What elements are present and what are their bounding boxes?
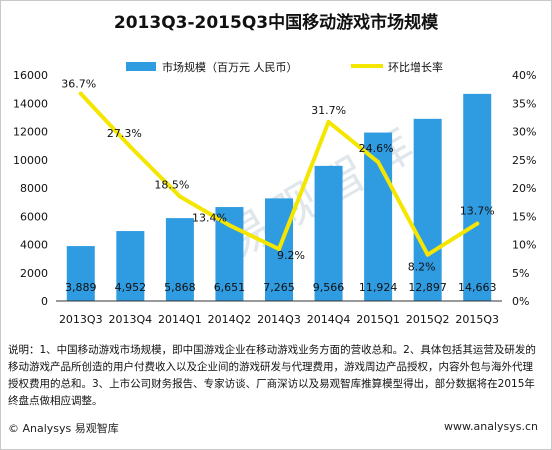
bar-value-label: 7,265: [263, 281, 295, 294]
y-right-tick-label: 35%: [512, 97, 536, 110]
y-left-tick-label: 0: [41, 295, 48, 308]
line-value-label: 24.6%: [359, 142, 394, 155]
x-tick-label: 2015Q1: [356, 313, 400, 326]
bar: [364, 132, 393, 301]
y-right-tick-label: 10%: [512, 239, 536, 252]
bar-series: [66, 93, 492, 302]
y-axis-left: 0 2000 4000 6000 8000 10000 12000 14000 16000: [13, 69, 48, 308]
bar-value-label: 5,868: [164, 281, 196, 294]
bar-value-label: 11,924: [359, 281, 398, 294]
bar-value-label: 9,566: [313, 281, 345, 294]
x-tick-label: 2013Q4: [109, 313, 153, 326]
line-point: [128, 144, 133, 149]
line-value-label: 27.3%: [107, 127, 142, 140]
line-value-label: 8.2%: [408, 261, 436, 274]
y-left-tick-label: 14000: [13, 97, 48, 110]
bar-value-label: 6,651: [214, 281, 246, 294]
y-left-tick-label: 2000: [20, 267, 48, 280]
y-axis-right: 0% 5% 10% 15% 20% 25% 30% 35% 40%: [512, 69, 536, 308]
y-right-tick-label: 20%: [512, 182, 536, 195]
legend-bar-swatch: [126, 62, 156, 71]
line-point: [227, 223, 232, 228]
line-value-label: 31.7%: [311, 104, 346, 117]
line-value-label: 13.7%: [460, 205, 495, 218]
x-tick-label: 2014Q4: [307, 313, 351, 326]
bar-value-label: 3,889: [65, 281, 97, 294]
chart-notes: 说明：1、中国移动游戏市场规模，即中国游戏企业在移动游戏业务方面的营收总和。2、…: [8, 344, 536, 407]
line-value-label: 36.7%: [61, 78, 96, 91]
bar-value-label: 14,663: [458, 281, 497, 294]
x-tick-label: 2014Q1: [158, 313, 202, 326]
line-value-label: 18.5%: [154, 178, 189, 191]
line-series: [78, 91, 480, 257]
legend: 市场规模（百万元 人民币） 环比增长率: [126, 60, 443, 74]
line-point: [277, 247, 281, 252]
x-tick-label: 2015Q3: [455, 313, 499, 326]
footer-url: www.analysys.cn: [444, 420, 538, 433]
line-point: [475, 221, 480, 226]
bar: [165, 218, 194, 301]
y-right-tick-label: 15%: [512, 210, 536, 223]
legend-bar-label: 市场规模（百万元 人民币）: [162, 60, 298, 74]
bar-value-label: 4,952: [115, 281, 147, 294]
y-right-tick-label: 40%: [512, 69, 536, 82]
y-right-tick-label: 30%: [512, 126, 536, 139]
bar: [413, 118, 442, 302]
y-right-tick-label: 0%: [512, 295, 529, 308]
chart-area: 易观智库 02000400060008000100001200014000160…: [13, 60, 536, 326]
line-value-label: 9.2%: [277, 249, 305, 262]
line-point: [177, 194, 182, 199]
y-left-tick-label: 4000: [20, 239, 48, 252]
legend-line-label: 环比增长率: [388, 60, 443, 74]
bar: [463, 93, 492, 301]
footer-brand: © Analysys 易观智库: [8, 422, 119, 435]
line-value-label: 13.4%: [192, 211, 227, 224]
y-left-tick-label: 16000: [13, 69, 48, 82]
y-left-tick-label: 12000: [13, 126, 48, 139]
bar: [116, 231, 145, 301]
chart-title: 2013Q3-2015Q3中国移动游戏市场规模: [113, 13, 439, 33]
line-point: [326, 119, 331, 124]
x-axis: 2013Q3 2013Q4 2014Q1 2014Q2 2014Q3 2014Q4 2015…: [56, 300, 502, 326]
x-tick-label: 2014Q2: [208, 313, 252, 326]
y-left-tick-label: 6000: [20, 210, 48, 223]
bar: [215, 207, 244, 301]
x-tick-label: 2014Q3: [257, 313, 301, 326]
x-tick-label: 2015Q2: [406, 313, 450, 326]
line-point: [425, 252, 430, 257]
line-point: [78, 91, 83, 96]
bar-value-labels: 3,889 4,952 5,868 6,651 7,265 9,566 11,924 12,8…: [65, 281, 496, 294]
y-left-tick-label: 10000: [13, 154, 48, 167]
y-right-tick-label: 25%: [512, 154, 536, 167]
line-point: [376, 160, 381, 165]
y-right-tick-label: 5%: [512, 267, 529, 280]
bar: [314, 165, 343, 301]
x-tick-label: 2013Q3: [59, 313, 103, 326]
line-value-labels: 36.7% 27.3% 18.5% 13.4% 9.2% 31.7% 24.6% 8.2% 13…: [61, 78, 494, 274]
bar-value-label: 12,897: [408, 281, 447, 294]
y-left-tick-label: 8000: [20, 182, 48, 195]
bar: [66, 246, 95, 301]
